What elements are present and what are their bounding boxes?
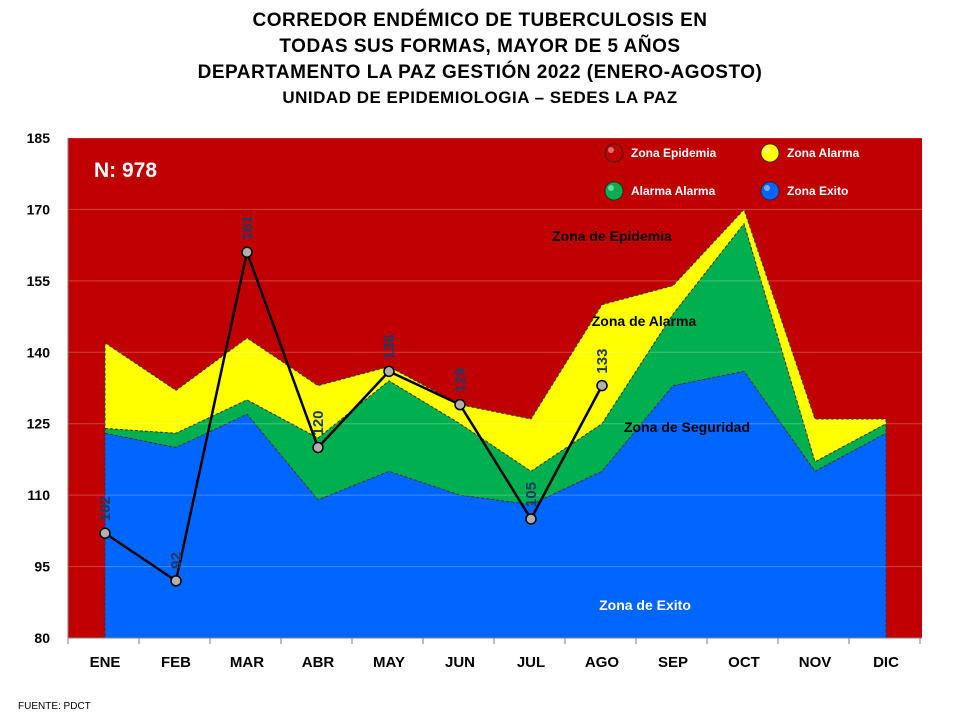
observed-point (525, 513, 537, 525)
observed-data-label: 105 (523, 482, 540, 507)
title-line-1: CORREDOR ENDÉMICO DE TUBERCULOSIS EN (252, 10, 708, 31)
x-tick-label: OCT (728, 654, 760, 671)
observed-point (170, 575, 182, 587)
y-tick-label: 170 (27, 201, 51, 217)
y-tick-label: 125 (27, 416, 51, 432)
x-tick-label: MAY (373, 654, 405, 671)
legend-label: Zona Exito (787, 184, 848, 198)
zona-exito-label: Zona de Exito (599, 597, 691, 613)
x-tick-label: FEB (161, 654, 191, 671)
seguridad-edge (104, 222, 887, 472)
legend-swatch-highlight (608, 185, 614, 191)
legend-label: Alarma Alarma (631, 184, 716, 198)
y-tick-label: 110 (27, 487, 50, 503)
legend-swatch-highlight (764, 147, 770, 153)
y-tick-label: 140 (27, 344, 51, 360)
x-tick-label: ENE (90, 654, 121, 671)
legend-swatch (604, 181, 624, 201)
zona-seguridad-label: Zona de Seguridad (624, 419, 750, 435)
observed-data-label: 133 (594, 349, 611, 374)
zona-alarma-label: Zona de Alarma (592, 313, 697, 329)
x-tick-label: DIC (873, 654, 899, 671)
observed-data-label: 129 (452, 368, 469, 393)
chart-title: CORREDOR ENDÉMICO DE TUBERCULOSIS EN TOD… (0, 8, 960, 110)
exito-edge (104, 370, 887, 506)
observed-data-label: 136 (381, 334, 398, 359)
legend-swatch-highlight (764, 185, 770, 191)
x-tick-label: MAR (230, 654, 264, 671)
x-tick-label: JUL (517, 654, 545, 671)
source-footer: FUENTE: PDCT (18, 701, 91, 712)
x-tick-label: JUN (445, 654, 475, 671)
y-tick-label: 185 (27, 130, 51, 146)
observed-data-label: 92 (168, 552, 185, 569)
observed-point (383, 365, 395, 378)
y-tick-label: 95 (34, 559, 50, 575)
observed-data-label: 161 (239, 215, 256, 240)
n-label: N: 978 (94, 159, 157, 182)
zona-seguridad-area (105, 223, 886, 505)
zona-epidemia-label: Zona de Epidemia (552, 228, 672, 244)
y-tick-label: 155 (27, 273, 51, 289)
observed-point (241, 246, 253, 259)
observed-point (454, 398, 466, 411)
x-tick-label: SEP (658, 654, 688, 671)
observed-point (312, 441, 324, 454)
legend-swatch (760, 143, 780, 163)
x-tick-label: ABR (302, 654, 335, 671)
legend-label: Zona Epidemia (631, 146, 717, 160)
title-line-4: UNIDAD DE EPIDEMIOLOGIA – SEDES LA PAZ (282, 88, 678, 107)
title-line-3: DEPARTAMENTO LA PAZ GESTIÓN 2022 (ENERO-… (197, 62, 763, 83)
x-tick-label: AGO (585, 654, 620, 671)
legend-swatch-highlight (608, 147, 614, 153)
x-tick-label: NOV (799, 654, 832, 671)
title-line-2: TODAS SUS FORMAS, MAYOR DE 5 AÑOS (279, 36, 681, 57)
observed-point (596, 379, 608, 392)
legend-swatch (760, 181, 780, 201)
zona-alarma-area (105, 209, 886, 472)
zona-exito-area (105, 371, 886, 638)
observed-data-label: 120 (310, 410, 327, 435)
legend-swatch (604, 143, 624, 163)
observed-series-line (104, 247, 604, 583)
legend-label: Zona Alarma (787, 146, 860, 160)
observed-point (99, 527, 111, 539)
observed-data-label: 102 (97, 496, 114, 521)
y-tick-label: 80 (34, 630, 50, 646)
